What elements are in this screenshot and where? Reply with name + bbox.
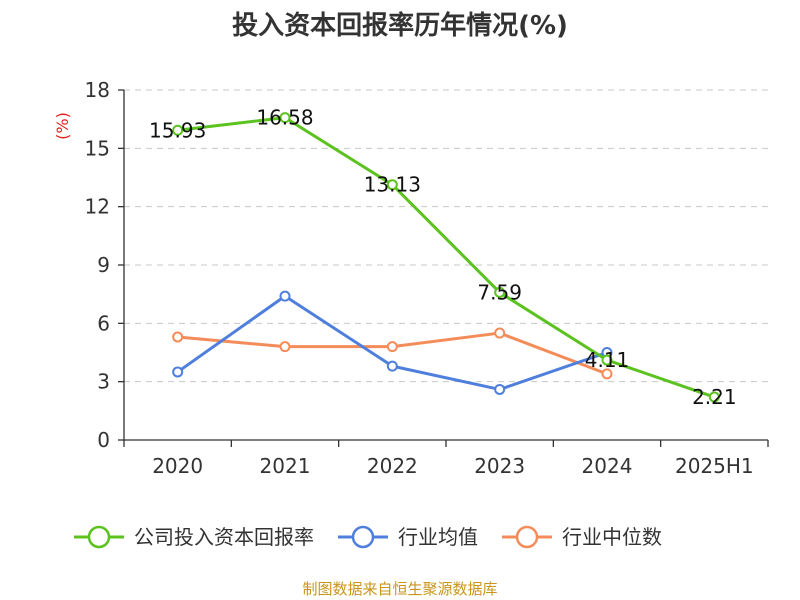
legend-marker xyxy=(87,525,111,549)
y-tick-label: 12 xyxy=(85,195,110,219)
y-axis-label: (%) xyxy=(53,112,72,140)
x-tick-label: 2024 xyxy=(582,454,633,478)
chart-title: 投入资本回报率历年情况(%) xyxy=(232,10,568,41)
data-label: 7.59 xyxy=(477,280,522,304)
data-point xyxy=(494,327,506,339)
data-point xyxy=(494,383,506,395)
y-tick-label: 9 xyxy=(97,253,110,277)
source-note: 制图数据来自恒生聚源数据库 xyxy=(302,580,497,598)
legend-label: 行业均值 xyxy=(398,525,478,549)
x-tick-label: 2025H1 xyxy=(675,454,754,478)
y-tick-label: 18 xyxy=(85,78,110,102)
legend: 公司投入资本回报率 行业均值 行业中位数 xyxy=(74,525,662,549)
data-label: 13.13 xyxy=(364,173,421,197)
data-point xyxy=(601,368,613,380)
data-point xyxy=(494,286,506,298)
data-point xyxy=(386,179,398,191)
y-tick-label: 0 xyxy=(97,428,110,452)
legend-label: 公司投入资本回报率 xyxy=(134,525,314,549)
series xyxy=(172,112,720,403)
legend-label: 行业中位数 xyxy=(562,525,662,549)
data-label: 2.21 xyxy=(692,385,737,409)
x-tick-label: 2022 xyxy=(367,454,418,478)
data-point xyxy=(172,124,184,136)
data-point xyxy=(386,360,398,372)
axes: 0 3 6 9 12 15 18 2020 2021 2022 2023 2024 2025H1 xyxy=(85,78,769,478)
data-point xyxy=(172,331,184,343)
data-point xyxy=(279,341,291,353)
data-point xyxy=(708,391,720,403)
y-tick-label: 15 xyxy=(85,136,110,160)
data-point xyxy=(279,290,291,302)
legend-marker xyxy=(351,525,375,549)
data-point xyxy=(601,354,613,366)
data-label: 15.93 xyxy=(149,118,206,142)
data-label: 16.58 xyxy=(256,106,313,130)
y-tick-label: 3 xyxy=(97,370,110,394)
data-point xyxy=(172,366,184,378)
x-tick-label: 2021 xyxy=(260,454,311,478)
data-point xyxy=(279,112,291,124)
data-labels: 15.93 16.58 13.13 7.59 4.11 2.21 xyxy=(149,106,737,409)
x-tick-label: 2020 xyxy=(152,454,203,478)
legend-marker xyxy=(515,525,539,549)
x-tick-label: 2023 xyxy=(474,454,525,478)
data-label: 4.11 xyxy=(585,348,630,372)
grid xyxy=(124,89,768,383)
y-tick-label: 6 xyxy=(97,311,110,335)
data-point xyxy=(386,341,398,353)
series-line xyxy=(177,116,715,399)
